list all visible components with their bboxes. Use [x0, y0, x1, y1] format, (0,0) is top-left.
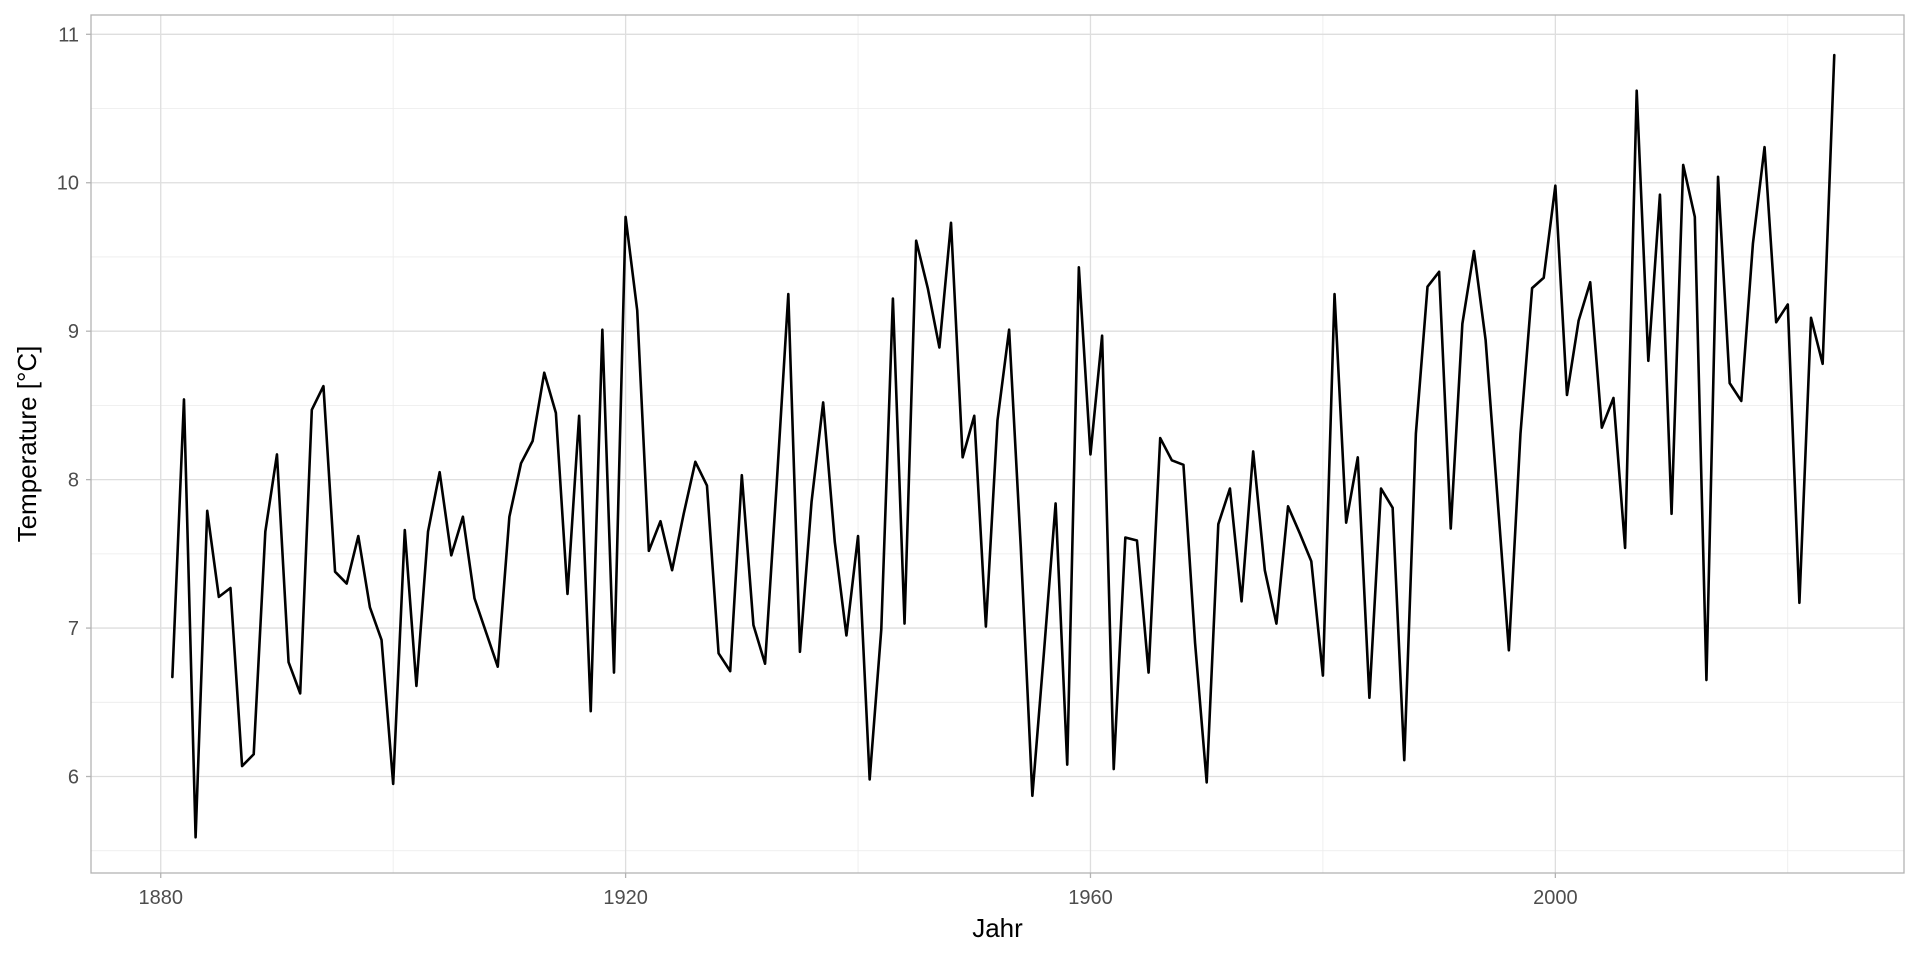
x-tick-label: 2000: [1533, 887, 1578, 909]
series-layer: [171, 53, 1836, 839]
major-gridlines: [91, 15, 1904, 873]
series-line: [171, 53, 1836, 839]
y-tick-label: 9: [68, 321, 79, 343]
y-tick-label: 10: [57, 173, 79, 195]
plot-panel-border: [90, 14, 1905, 874]
x-tick-label: 1920: [603, 887, 648, 909]
y-tick-label: 8: [68, 470, 79, 492]
x-tick-label: 1880: [138, 887, 183, 909]
y-axis-ticks: 6 7 8 9 10 11: [57, 24, 91, 789]
x-axis-ticks: 1880 1920 1960 2000: [138, 873, 1578, 909]
y-tick-label: 7: [68, 618, 79, 640]
x-tick-label: 1960: [1068, 887, 1113, 909]
x-axis-title: Jahr: [972, 913, 1023, 943]
minor-gridlines: [91, 15, 1904, 873]
y-tick-label: 11: [58, 24, 79, 46]
y-tick-label: 6: [68, 767, 79, 789]
y-axis-title: Temperature [°C]: [12, 346, 42, 543]
